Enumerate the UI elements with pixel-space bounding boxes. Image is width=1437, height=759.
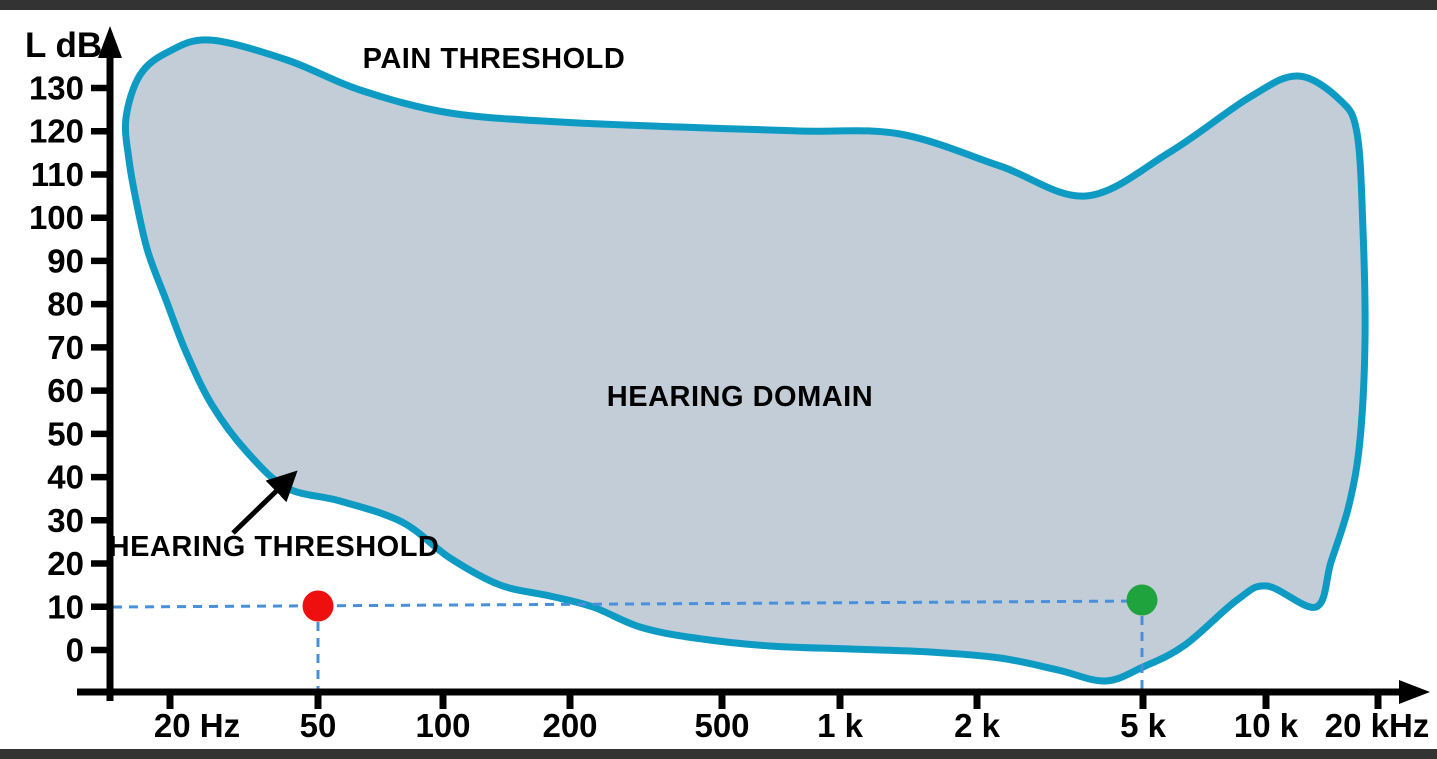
x-ticks: 20 Hz 50 100 200 500 1 k 2 k 5 k 10 k 20 kHz — [154, 690, 1429, 744]
y-tick-label: 70 — [47, 329, 84, 366]
hearing-threshold-label: HEARING THRESHOLD — [109, 531, 440, 563]
red-marker — [302, 590, 334, 622]
pain-threshold-label: PAIN THRESHOLD — [363, 43, 626, 75]
y-tick-label: 20 — [47, 545, 84, 582]
x-tick-label: 20 Hz — [154, 707, 240, 744]
markers — [302, 584, 1158, 622]
hearing-domain-shape — [121, 36, 1369, 685]
x-tick-label: 2 k — [954, 707, 1001, 744]
axes — [77, 26, 1430, 704]
x-tick-label: 50 — [300, 707, 337, 744]
y-tick-label: 60 — [47, 372, 84, 409]
dashed-guide-line — [112, 599, 1143, 609]
y-tick-label: 40 — [47, 459, 84, 496]
x-tick-label: 500 — [694, 707, 749, 744]
x-tick-label: 1 k — [817, 707, 864, 744]
y-axis-arrow-icon — [98, 26, 122, 58]
y-tick-label: 90 — [47, 242, 84, 279]
hearing-threshold-arrow-icon — [231, 470, 298, 535]
top-frame-bar — [0, 0, 1437, 10]
y-tick-label: 0 — [66, 632, 84, 669]
y-tick-label: 100 — [29, 199, 84, 236]
y-tick-label: 110 — [31, 156, 84, 193]
y-tick-label: 30 — [47, 502, 84, 539]
x-tick-label: 5 k — [1120, 707, 1167, 744]
green-marker — [1126, 584, 1158, 616]
y-tick-label: 10 — [47, 588, 84, 625]
x-tick-label: 200 — [542, 707, 597, 744]
x-tick-label: 100 — [415, 707, 470, 744]
hearing-domain-label: HEARING DOMAIN — [607, 381, 873, 413]
x-tick-label: 10 k — [1234, 707, 1299, 744]
y-tick-label: 120 — [29, 113, 84, 150]
x-axis-arrow-icon — [1399, 680, 1430, 704]
guide-lines — [112, 599, 1144, 691]
x-tick-label: 20 kHz — [1325, 707, 1430, 744]
bottom-frame-bar — [0, 749, 1437, 759]
y-tick-label: 130 — [29, 70, 84, 107]
y-axis-title: L dB — [25, 26, 102, 65]
y-tick-label: 50 — [47, 415, 84, 452]
y-tick-label: 80 — [47, 286, 84, 323]
